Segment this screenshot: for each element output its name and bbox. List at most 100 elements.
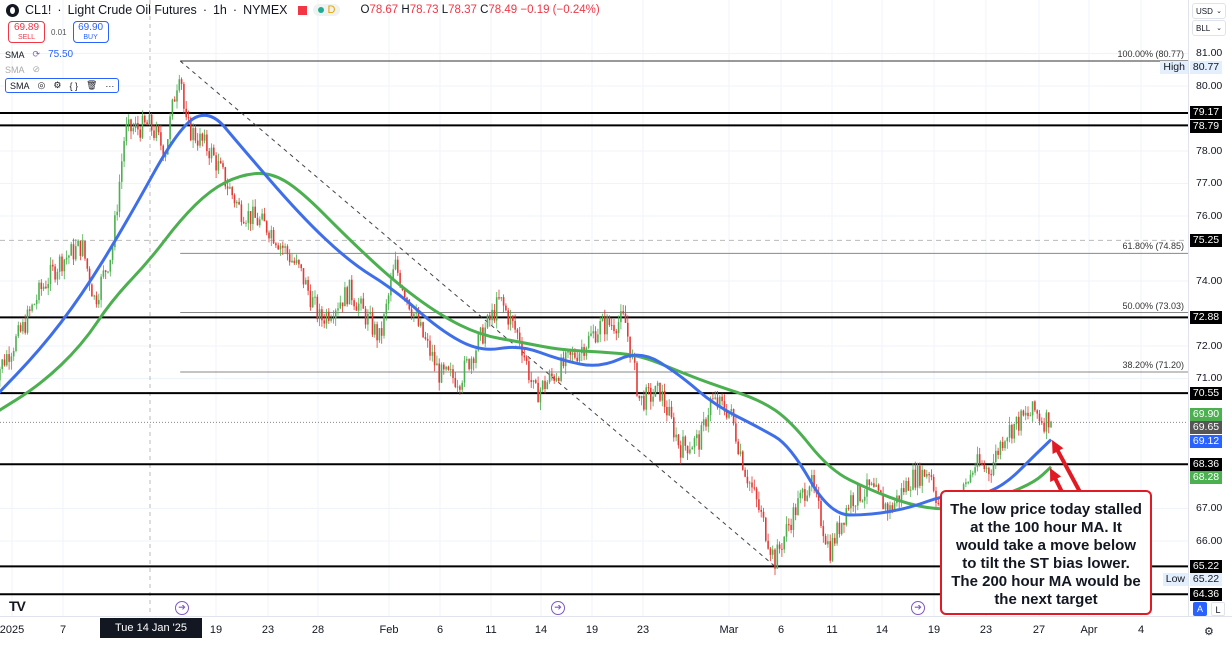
candle [245,222,247,224]
candle [978,454,981,465]
eye-hidden-icon[interactable]: ⊘ [32,64,41,74]
candle [88,268,91,285]
candle [47,284,49,289]
candle [937,502,940,504]
candle [714,397,716,399]
candle [279,245,282,250]
time-tick-label: 19 [209,624,223,636]
candle [452,369,454,379]
candle [1047,412,1050,428]
candle [1045,412,1048,432]
candle [153,130,155,138]
candle [548,373,551,383]
candle [491,309,493,321]
candle [544,380,546,390]
sell-button[interactable]: 69.89 SELL [8,21,45,43]
candle [6,354,8,366]
price-label: 70.55 [1190,386,1222,400]
session-badge: D [327,4,336,16]
price-chart[interactable] [0,0,1188,616]
currency-select[interactable]: USD ⌄ [1192,3,1226,19]
unit-select[interactable]: BLL ⌄ [1192,20,1226,36]
log-scale-button[interactable]: L [1211,602,1225,616]
tradingview-logo[interactable]: TV [9,598,26,614]
candle [615,331,618,334]
candle [857,484,859,506]
candle [328,311,330,321]
candle [79,240,82,256]
candle [447,366,450,370]
buy-button[interactable]: 69.90 BUY [72,21,109,43]
event-icon[interactable]: ➔ [911,601,925,615]
candle [742,451,744,470]
candle [397,259,399,273]
fib-level-label: 50.00% (73.03) [1122,300,1184,311]
indicator-sma-1[interactable]: SMA ⟳ 75.50 [5,49,74,60]
time-axis[interactable] [0,616,1232,643]
source-code-icon[interactable]: { } [69,80,78,91]
delete-icon[interactable]: 🗑 [85,80,98,90]
candle [739,451,742,455]
candle [969,474,972,483]
candle [406,297,408,300]
candle [63,259,66,272]
candle [86,258,89,269]
candle [852,495,854,507]
candle [288,254,291,263]
candle [965,482,967,485]
candle [456,386,459,388]
candle [371,312,374,335]
candle [72,244,75,260]
annotation-callout[interactable]: The low price today stalled at the 100 ho… [940,490,1152,615]
candle [850,495,852,509]
candle [475,350,477,363]
time-tick-label: 23 [979,624,993,636]
candle [118,181,121,212]
candle [707,415,710,427]
candle [183,83,185,109]
candle [686,445,689,454]
candle [1043,423,1045,432]
candle [889,505,891,514]
candle [376,324,378,341]
event-icon[interactable]: ➔ [551,601,565,615]
candle [684,436,687,446]
more-icon[interactable]: ··· [105,80,115,91]
price-label: 65.22 [1190,559,1222,573]
candle [567,351,569,353]
candle [77,240,79,247]
candle [921,469,923,486]
indicator-sma-3[interactable]: SMA ◎ ⚙{ } 🗑 ··· [5,78,120,93]
symbol[interactable]: CL1! [25,3,52,17]
candle [270,229,273,239]
candle [19,325,22,332]
candle [40,282,43,290]
candle [12,351,15,357]
candle [1013,423,1015,439]
settings-icon[interactable]: ⚙ [53,80,62,90]
price-axis[interactable] [1188,0,1232,616]
market-status[interactable]: D [312,4,341,16]
event-icon[interactable]: ➔ [175,601,189,615]
candle [240,204,243,222]
fib-level-label: 61.80% (74.85) [1122,241,1184,252]
eye-icon[interactable]: ◎ [37,80,46,90]
candle [1004,441,1006,449]
candle [49,264,52,285]
candle [1022,410,1025,416]
settings-icon[interactable]: ⚙ [1204,626,1214,638]
candle [983,464,986,470]
candle [132,128,135,132]
candle [22,322,24,332]
candle [914,469,917,488]
candle [599,321,601,335]
indicator-sma-2[interactable]: SMA ⊘ [5,64,41,75]
candle [58,256,61,272]
interval[interactable]: 1h [212,3,227,17]
auto-scale-button[interactable]: A [1193,602,1207,616]
candle [767,540,769,549]
candle [1008,424,1011,438]
candle [679,445,682,458]
candle [919,465,921,486]
candle [689,449,691,454]
